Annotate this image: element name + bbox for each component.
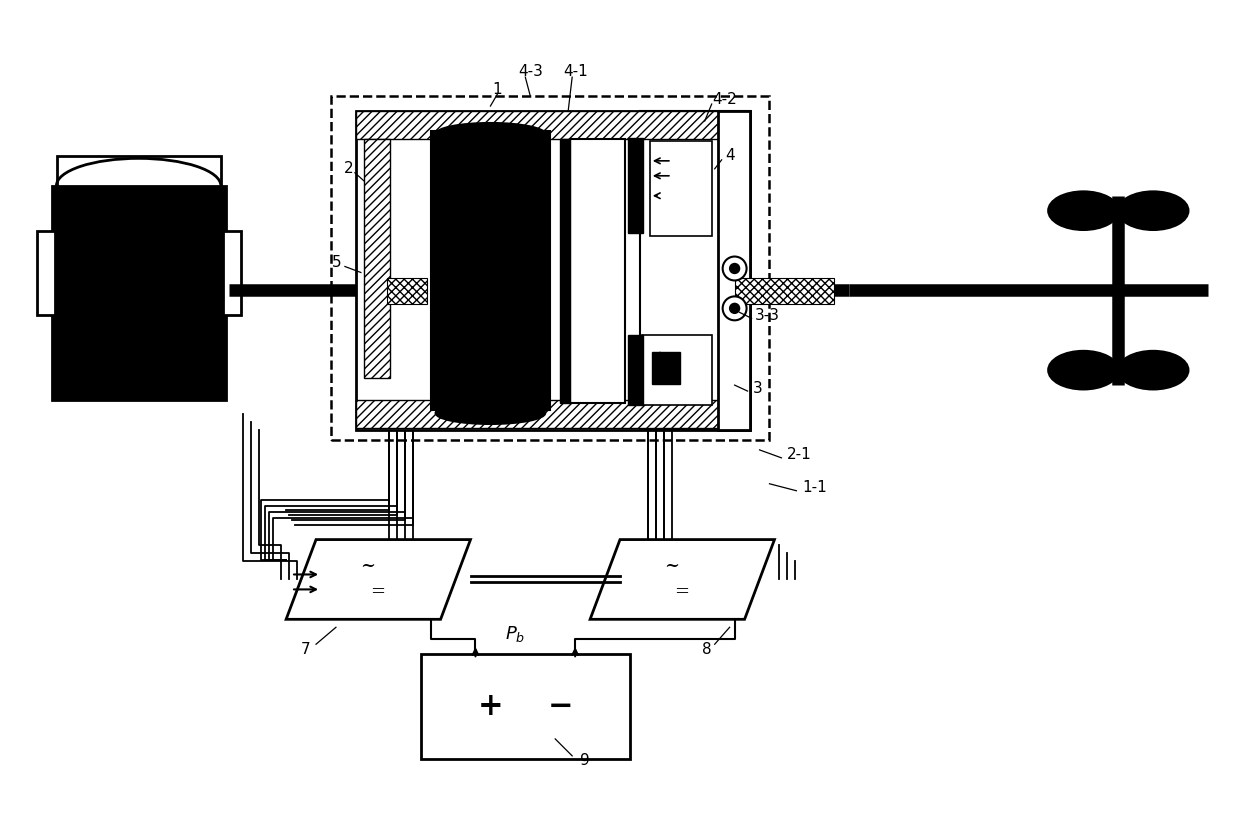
Bar bbox=[734, 278, 835, 305]
Circle shape bbox=[723, 296, 746, 320]
Text: 2: 2 bbox=[343, 161, 353, 176]
Text: 3: 3 bbox=[753, 381, 763, 396]
Bar bbox=[627, 138, 642, 232]
Bar bbox=[430, 131, 551, 410]
Bar bbox=[640, 111, 749, 430]
Text: ~: ~ bbox=[665, 556, 680, 574]
Bar bbox=[420, 654, 630, 759]
Bar bbox=[37, 231, 55, 315]
Text: +: + bbox=[477, 691, 503, 721]
Bar bbox=[642, 335, 712, 405]
Bar bbox=[718, 111, 749, 430]
Bar bbox=[363, 139, 389, 378]
Text: 4-2: 4-2 bbox=[712, 91, 737, 106]
Text: =: = bbox=[371, 583, 386, 602]
Polygon shape bbox=[590, 540, 775, 619]
Text: =: = bbox=[675, 583, 689, 602]
Text: −: − bbox=[547, 691, 573, 721]
Ellipse shape bbox=[1049, 351, 1118, 389]
Text: 4: 4 bbox=[725, 149, 734, 164]
Ellipse shape bbox=[435, 402, 546, 424]
Text: 1: 1 bbox=[492, 81, 502, 96]
Text: 1-1: 1-1 bbox=[802, 481, 827, 496]
Bar bbox=[52, 186, 227, 400]
Bar bbox=[570, 139, 625, 403]
Circle shape bbox=[729, 304, 739, 314]
Circle shape bbox=[723, 256, 746, 281]
Ellipse shape bbox=[1118, 351, 1188, 389]
Text: 9: 9 bbox=[580, 754, 590, 769]
Text: 7: 7 bbox=[301, 642, 311, 657]
Bar bbox=[356, 111, 749, 430]
Bar bbox=[652, 352, 680, 384]
Bar bbox=[356, 111, 749, 139]
Bar bbox=[356, 400, 749, 428]
Text: $P_b$: $P_b$ bbox=[505, 624, 526, 644]
Text: ~: ~ bbox=[361, 556, 376, 574]
Text: 4-3: 4-3 bbox=[518, 64, 543, 79]
Bar bbox=[627, 335, 642, 405]
Bar bbox=[331, 96, 770, 440]
Text: 8: 8 bbox=[702, 642, 712, 657]
Text: 6: 6 bbox=[145, 388, 155, 403]
Bar bbox=[560, 139, 570, 403]
Ellipse shape bbox=[1049, 192, 1118, 230]
Bar bbox=[387, 278, 427, 305]
Text: 4-1: 4-1 bbox=[563, 64, 588, 79]
Ellipse shape bbox=[435, 123, 546, 145]
Bar bbox=[650, 141, 712, 236]
Polygon shape bbox=[286, 540, 470, 619]
Circle shape bbox=[729, 263, 739, 273]
Text: 5: 5 bbox=[332, 255, 342, 270]
Bar bbox=[223, 231, 242, 315]
Ellipse shape bbox=[1118, 192, 1188, 230]
Text: 3-3: 3-3 bbox=[755, 308, 780, 323]
Text: 2-1: 2-1 bbox=[787, 447, 812, 462]
Bar bbox=[57, 156, 221, 186]
